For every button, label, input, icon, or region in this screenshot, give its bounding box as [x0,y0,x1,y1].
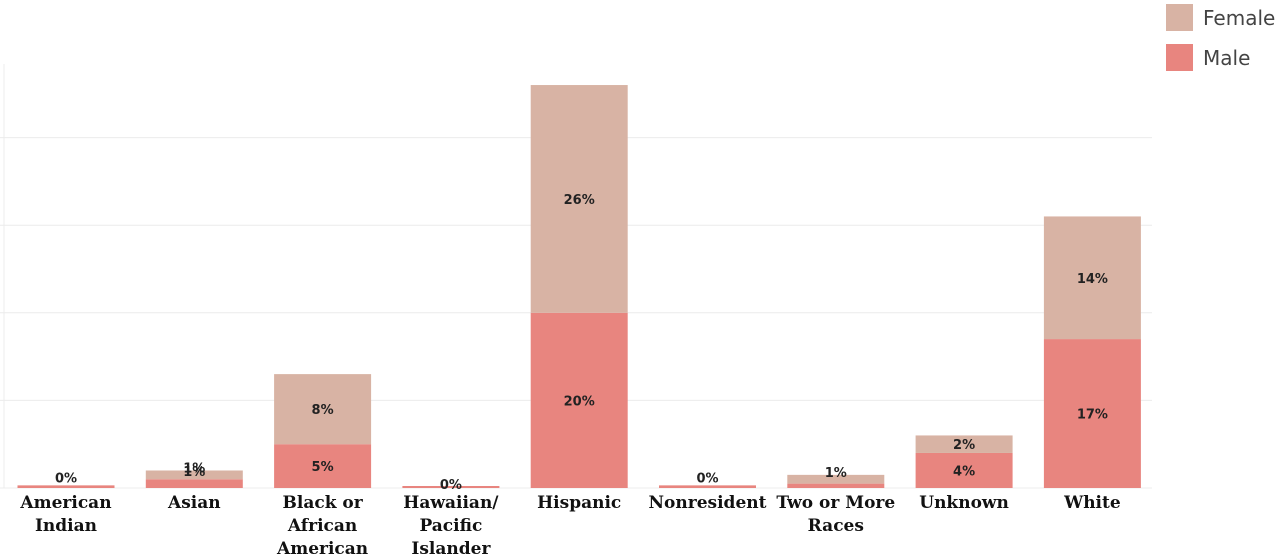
bars [17,85,1141,488]
bar-female [530,85,628,313]
bar-male [274,444,372,488]
category-label: Indian [35,516,97,536]
category-labels: American Indian Asian Black or African Americ… [19,493,1120,559]
bar-female [1043,216,1141,340]
bar-male [659,485,756,488]
data-label-male: 0% [696,471,718,486]
data-label-male: 5% [312,460,334,475]
data-label-male: 1% [183,465,205,480]
bar-female [274,374,372,445]
data-label-female: 2% [953,438,975,453]
legend-label-male: Male [1203,46,1250,70]
bar-female [915,435,1013,453]
bar-female [787,474,885,484]
bar-male [17,485,115,488]
data-label-female: 14% [1077,272,1108,287]
category-label: White [1063,493,1121,513]
category-label: American [19,493,111,513]
data-label-female: 26% [564,193,595,208]
category-label: Black or [283,493,364,513]
category-label: Unknown [919,493,1009,513]
data-label-female: 8% [312,403,334,418]
legend-swatch-male [1166,44,1193,71]
bar-male [402,486,500,488]
bar-male [530,312,628,488]
data-label-female: 1% [183,461,205,476]
category-label: Hawaiian/ [403,493,499,513]
data-label-male: 4% [953,464,975,479]
data-label-female: 1% [825,466,847,481]
bar-male [915,452,1013,488]
data-label-male: 17% [1077,408,1108,423]
category-label: African [287,516,357,536]
data-label-male: 0% [55,471,77,486]
category-label: Islander [411,539,491,559]
legend-label-female: Female [1203,6,1275,30]
data-labels: 0% 1%1% 5%8%0%20%26%0% 1% 4%2%17%14% [55,193,1108,493]
category-label: Asian [167,493,221,513]
category-label: Nonresident [649,493,767,513]
data-label-female: 0% [440,478,462,493]
category-label: American [276,539,368,559]
legend: Female Male [1166,4,1275,71]
category-label: Races [808,516,864,536]
data-label-male: 20% [564,394,595,409]
category-label: Pacific [419,516,482,536]
bar-male [1043,339,1141,488]
category-label: Hispanic [537,493,621,513]
category-label: Two or More [776,493,895,513]
legend-swatch-female [1166,4,1193,31]
bar-female [145,470,243,480]
bar-male [787,483,885,488]
bar-male [145,479,243,488]
